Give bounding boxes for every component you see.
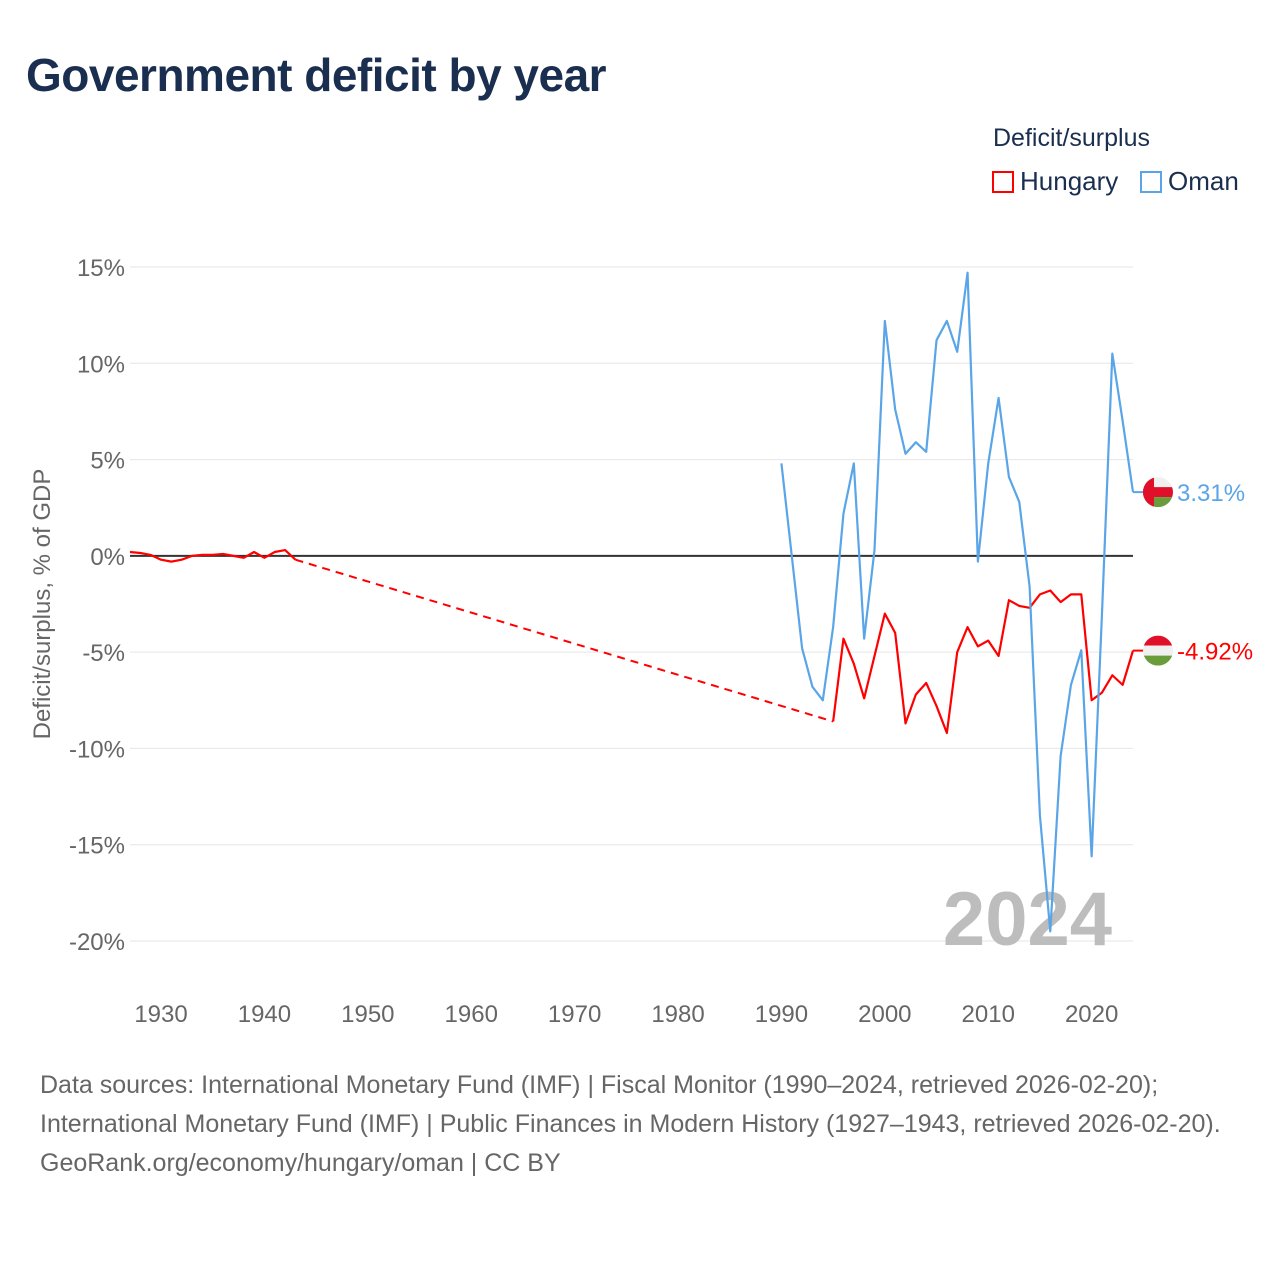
flag-stripe bbox=[1143, 487, 1173, 498]
legend-item-oman[interactable]: Oman bbox=[1140, 166, 1239, 197]
flag-stripe bbox=[1143, 477, 1154, 508]
flag-icon-hungary bbox=[1143, 635, 1173, 666]
x-tick-label: 1970 bbox=[548, 1001, 601, 1028]
legend-swatch-hungary bbox=[992, 170, 1014, 193]
legend-item-hungary[interactable]: Hungary bbox=[992, 166, 1118, 197]
x-tick-label: 2010 bbox=[962, 1001, 1015, 1028]
flag-stripe bbox=[1143, 477, 1173, 488]
flag-stripe bbox=[1143, 655, 1173, 666]
end-value-label-oman: 3.31% bbox=[1177, 480, 1245, 507]
series-line-hungary bbox=[832, 589, 1135, 735]
legend-swatch-oman bbox=[1140, 170, 1162, 193]
y-tick-label: 10% bbox=[77, 351, 125, 378]
x-tick-label: 2020 bbox=[1065, 1001, 1118, 1028]
x-tick-label: 1930 bbox=[134, 1001, 187, 1028]
gap-line-hungary bbox=[295, 558, 834, 723]
end-value-label-hungary: -4.92% bbox=[1177, 639, 1253, 666]
y-tick-label: 0% bbox=[90, 544, 125, 571]
x-tick-label: 1950 bbox=[341, 1001, 394, 1028]
legend-title: Deficit/surplus bbox=[993, 124, 1150, 152]
series-line-oman bbox=[780, 271, 1135, 933]
flag-stripe bbox=[1143, 497, 1173, 508]
y-tick-label: -15% bbox=[69, 833, 125, 860]
x-tick-label: 1940 bbox=[238, 1001, 291, 1028]
y-tick-label: -10% bbox=[69, 736, 125, 763]
x-tick-label: 1980 bbox=[651, 1001, 704, 1028]
y-axis-label: Deficit/surplus, % of GDP bbox=[29, 469, 56, 740]
y-tick-label: 5% bbox=[90, 448, 125, 475]
line-chart: 15% 10% 5% 0% -5% -10% -15% -20% 1930 1940 1950 196… bbox=[29, 255, 1253, 1028]
x-tick-label: 1990 bbox=[755, 1001, 808, 1028]
flag-icon-oman bbox=[1143, 477, 1173, 508]
y-tick-label: -5% bbox=[82, 640, 125, 667]
legend-label: Hungary bbox=[1020, 166, 1119, 196]
year-watermark: 2024 bbox=[943, 877, 1112, 962]
credit-link[interactable]: GeoRank.org/economy/hungary/oman | CC BY bbox=[40, 1149, 561, 1177]
flag-stripe bbox=[1143, 645, 1173, 656]
footer: Data sources: International Monetary Fun… bbox=[40, 1066, 1240, 1183]
data-sources: Data sources: International Monetary Fun… bbox=[40, 1071, 1221, 1138]
x-tick-label: 1960 bbox=[445, 1001, 498, 1028]
y-tick-label: 15% bbox=[77, 255, 125, 282]
flag-stripe bbox=[1143, 635, 1173, 646]
chart-title: Government deficit by year bbox=[26, 49, 607, 101]
legend-label: Oman bbox=[1168, 166, 1239, 196]
y-tick-label: -20% bbox=[69, 929, 125, 956]
x-tick-label: 2000 bbox=[858, 1001, 911, 1028]
series-line-hungary bbox=[129, 548, 297, 563]
